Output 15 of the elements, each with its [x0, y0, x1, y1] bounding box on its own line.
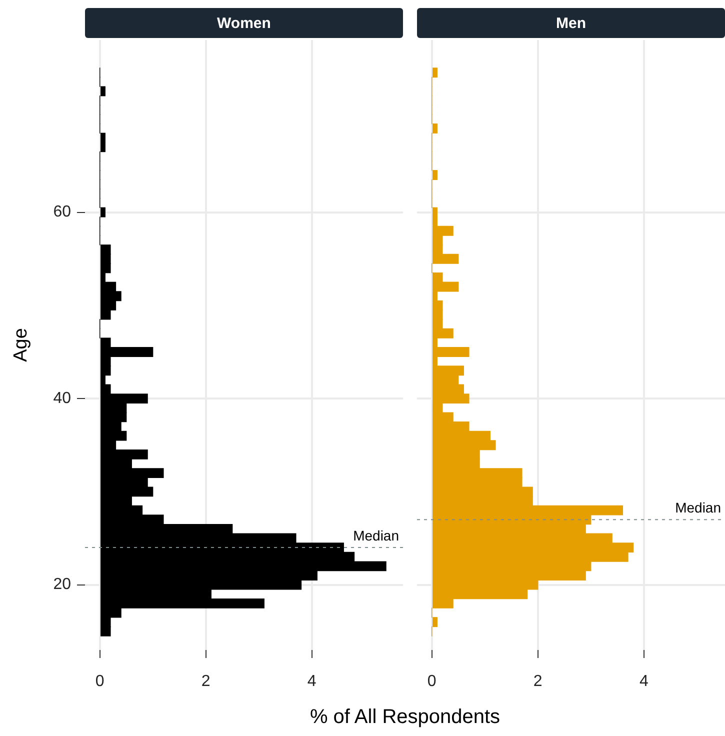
ref-line-label: Median	[353, 527, 399, 544]
x-tick-label: 4	[639, 673, 648, 690]
x-tick-label: 4	[307, 673, 316, 690]
chart-title: Women	[85, 8, 403, 38]
y-tick-label: 40	[53, 390, 72, 407]
x-axis-title: % of All Respondents	[308, 706, 502, 729]
chart-title: Men	[417, 8, 725, 38]
x-tick-label: 0	[95, 673, 104, 690]
x-tick-label: 0	[427, 673, 436, 690]
x-tick-label: 2	[533, 673, 542, 690]
y-tick-label: 20	[53, 576, 72, 594]
ref-line-label: Median	[675, 499, 721, 516]
y-tick-label: 60	[53, 204, 72, 221]
y-axis-title: Age	[10, 328, 32, 362]
x-tick-label: 2	[201, 673, 210, 690]
